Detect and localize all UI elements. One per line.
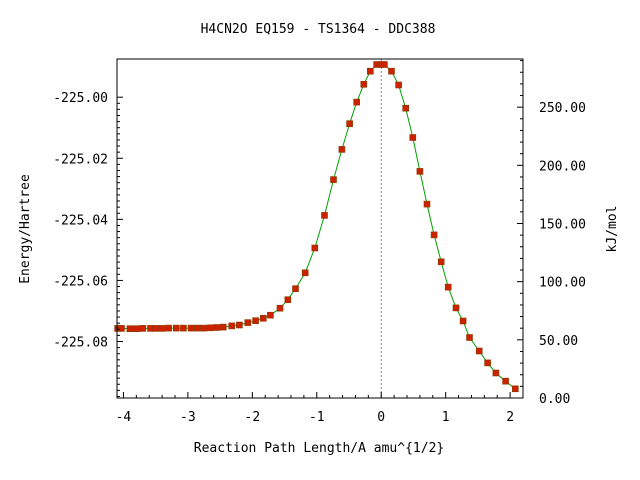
x-tick-label: 0 (377, 410, 385, 425)
chart-title: H4CN2O EQ159 - TS1364 - DDC388 (201, 22, 436, 37)
data-point (338, 146, 346, 153)
y-tick-label: -225.08 (53, 336, 108, 351)
data-point (444, 283, 452, 291)
y2-tick-label: 200.00 (539, 159, 586, 174)
y-tick-label: -225.06 (53, 274, 108, 289)
y2-tick-label: 0.00 (539, 392, 570, 407)
data-point (118, 325, 125, 332)
data-point (259, 314, 267, 322)
data-point (459, 317, 467, 325)
data-point (220, 323, 227, 331)
y-axis-label: Energy/Hartree (18, 174, 33, 284)
data-point (200, 324, 208, 332)
data-point (133, 325, 140, 333)
data-point (381, 61, 388, 68)
data-point (484, 359, 491, 367)
y2-axis-label: kJ/mol (605, 206, 620, 253)
y2-tick-label: 100.00 (539, 276, 586, 291)
x-tick-label: -3 (180, 410, 196, 425)
data-point (423, 200, 431, 208)
series-line (117, 64, 516, 390)
data-point (502, 377, 509, 385)
data-point (126, 325, 134, 333)
data-point (311, 244, 319, 252)
data-point (276, 304, 284, 312)
y-tick-label: -225.04 (53, 213, 108, 228)
y-tick-label: -225.02 (53, 152, 108, 167)
data-point (165, 324, 172, 332)
data-point (173, 324, 180, 332)
data-point (139, 325, 147, 332)
data-point (452, 304, 460, 312)
x-tick-label: -2 (245, 410, 261, 425)
y2-tick-label: 150.00 (539, 217, 586, 232)
data-point (236, 321, 243, 329)
data-point (213, 324, 221, 331)
data-point (152, 325, 159, 332)
data-point (366, 67, 374, 75)
data-point (402, 104, 410, 112)
data-point (466, 334, 473, 341)
data-point (284, 296, 292, 304)
data-point (244, 319, 252, 326)
data-point (492, 369, 500, 377)
data-point (207, 324, 214, 332)
data-point (252, 317, 259, 325)
x-tick-label: -4 (116, 410, 132, 425)
data-point (437, 258, 445, 266)
data-point (360, 81, 368, 88)
x-tick-label: -1 (309, 410, 325, 425)
data-point (321, 212, 328, 219)
x-tick-label: 1 (442, 410, 450, 425)
data-point (511, 385, 519, 393)
data-point (180, 324, 187, 332)
x-axis-label: Reaction Path Length/A amu^{1/2} (194, 441, 444, 456)
y2-tick-label: 50.00 (539, 334, 578, 349)
data-point (409, 134, 417, 141)
data-point (395, 81, 402, 89)
data-point (267, 311, 274, 319)
data-point (430, 231, 438, 239)
x-tick-label: 2 (506, 410, 514, 425)
data-point (292, 285, 299, 293)
data-point (330, 176, 337, 183)
data-point (228, 322, 235, 330)
data-point (475, 347, 483, 355)
y2-tick-label: 250.00 (539, 101, 586, 116)
data-point (301, 269, 309, 277)
plot-frame (116, 58, 524, 399)
data-point (187, 324, 195, 332)
data-point (388, 67, 395, 75)
data-point (194, 324, 201, 332)
data-point (353, 98, 361, 106)
data-point (346, 120, 353, 127)
y-tick-label: -225.00 (53, 91, 108, 106)
data-point (158, 325, 166, 332)
data-point (416, 168, 424, 175)
